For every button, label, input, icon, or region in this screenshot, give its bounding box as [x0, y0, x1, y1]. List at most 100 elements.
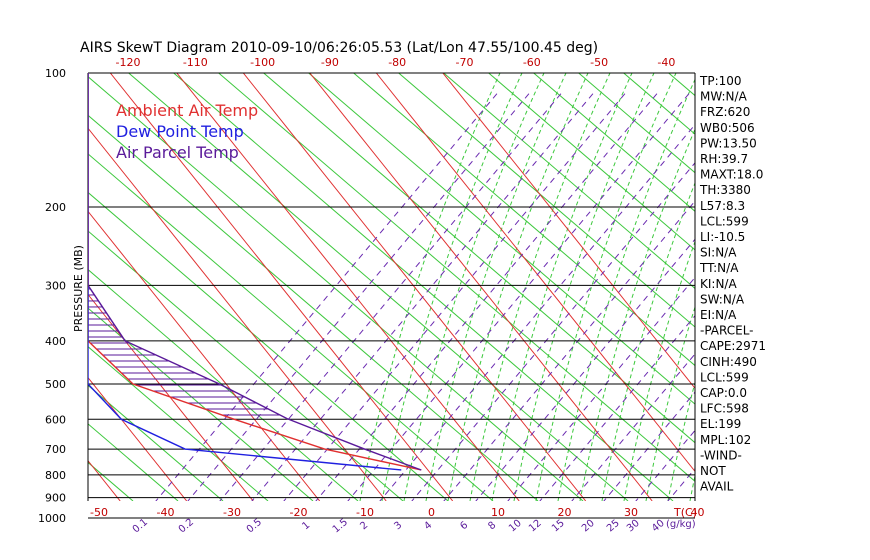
dry-adiabat	[622, 73, 695, 135]
moist-adiabat	[667, 380, 695, 501]
pressure-tick-label: 200	[45, 201, 66, 214]
isotherm	[176, 73, 520, 501]
dry-adiabat	[352, 73, 695, 367]
mixing-ratio-label: 6	[458, 520, 470, 533]
dry-adiabat	[88, 76, 584, 501]
pressure-tick-label: 800	[45, 469, 66, 482]
moist-adiabat	[403, 73, 545, 501]
dry-adiabat	[217, 73, 695, 482]
moist-adiabat	[359, 73, 501, 501]
isotherm	[375, 73, 695, 473]
moist-adiabat	[381, 73, 523, 501]
pressure-tick-labels: 100 200 300 400 500 600 700 800 900 1000	[38, 67, 66, 525]
bottom-temp-label: 40	[691, 506, 705, 519]
pressure-tick-label: 300	[45, 279, 66, 292]
mixing-ratio-lines	[155, 89, 695, 501]
top-temp-label: -40	[657, 56, 675, 69]
mixing-ratio-label: 8	[486, 520, 498, 533]
index-entry: WB0:506	[700, 121, 755, 135]
top-temp-label: -80	[388, 56, 406, 69]
mixing-ratio-line	[411, 162, 695, 501]
dry-adiabat	[88, 268, 359, 501]
moist-adiabat	[469, 73, 611, 501]
top-temp-label: -100	[250, 56, 275, 69]
profile-lines	[88, 73, 422, 471]
moist-adiabat	[535, 73, 677, 501]
top-temp-label: -70	[456, 56, 474, 69]
moist-adiabat	[601, 181, 695, 501]
moist-adiabat	[866, 73, 870, 501]
bottom-temp-label: -40	[157, 506, 175, 519]
index-entry: TT:N/A	[699, 261, 739, 275]
moist-adiabat	[513, 73, 655, 501]
moist-adiabat	[822, 73, 870, 501]
legend-entry: Dew Point Temp	[116, 122, 244, 141]
mixing-ratio-label: 2	[358, 520, 370, 533]
bottom-temp-label: -30	[223, 506, 241, 519]
mixing-ratio-label: 4	[422, 520, 434, 533]
mixing-ratio-line	[539, 314, 695, 501]
series-line	[88, 73, 402, 471]
top-temp-label: -90	[321, 56, 339, 69]
legend-entry: Ambient Air Temp	[116, 101, 258, 120]
index-entry: MAXT:18.0	[700, 168, 763, 182]
dry-adiabat	[262, 73, 695, 444]
dry-adiabat	[88, 191, 449, 501]
index-entry: LCL:599	[700, 214, 749, 228]
pressure-tick-label: 700	[45, 443, 66, 456]
mixing-ratio-label: 30	[625, 518, 642, 535]
mixing-ratio-label: 12	[527, 518, 544, 535]
moist-adiabat	[491, 73, 633, 501]
mixing-ratio-label: 20	[580, 518, 597, 535]
mixing-ratio-line	[315, 89, 661, 501]
mixing-ratio-label: 3	[392, 520, 404, 533]
top-temp-label: -50	[590, 56, 608, 69]
mixing-ratio-unit: (g/kg)	[666, 519, 696, 530]
series-line	[88, 73, 422, 471]
moist-adiabat	[645, 305, 695, 501]
moist-adiabat	[557, 78, 695, 501]
isotherm	[442, 73, 695, 390]
mixing-ratio-line	[251, 89, 597, 501]
mixing-ratio-label: 1.5	[331, 517, 350, 536]
pressure-tick-label: 1000	[38, 512, 66, 525]
dry-adiabat	[397, 73, 695, 328]
dry-adiabat	[88, 114, 539, 501]
index-entry: MPL:102	[700, 433, 751, 447]
isotherm	[309, 73, 653, 501]
isotherm	[88, 210, 321, 501]
index-entry: SI:N/A	[700, 246, 737, 260]
index-entry: CINH:490	[700, 355, 757, 369]
top-temp-label: -110	[183, 56, 208, 69]
bottom-temp-label: -10	[356, 506, 374, 519]
moist-adiabat	[623, 240, 695, 501]
index-entry: EL:199	[700, 417, 741, 431]
dry-adiabat	[0, 0, 43, 501]
pressure-tick-label: 600	[45, 413, 66, 426]
index-entry: LI:-10.5	[700, 230, 745, 244]
dry-adiabat	[532, 73, 695, 212]
mixing-ratio-line	[219, 89, 565, 501]
isotherm	[88, 376, 188, 501]
pressure-tick-label: 100	[45, 67, 66, 80]
index-entry: PW:13.50	[700, 136, 757, 150]
index-entry: TP:100	[699, 74, 742, 88]
moist-adiabat	[756, 73, 870, 501]
mixing-ratio-label: 15	[550, 518, 567, 535]
mixing-ratio-line	[379, 123, 695, 501]
pressure-tick-label: 900	[45, 492, 66, 505]
top-temp-label: -60	[523, 56, 541, 69]
mixing-ratio-label: 0.1	[131, 517, 150, 536]
isotherms	[88, 73, 695, 501]
mixing-ratio-label: 25	[605, 518, 622, 535]
bottom-temp-label: 0	[428, 506, 435, 519]
isotherm	[88, 293, 254, 501]
mixing-ratio-labels: 0.1 0.2 0.5 1 1.5 2 3 4 6 8 10 12 15 20 25 30 40	[131, 517, 667, 536]
top-temp-label: -120	[116, 56, 141, 69]
dry-adiabat	[88, 423, 179, 501]
dry-adiabat	[88, 153, 494, 501]
dry-adiabat	[88, 461, 134, 501]
bottom-temp-label: 30	[624, 506, 638, 519]
